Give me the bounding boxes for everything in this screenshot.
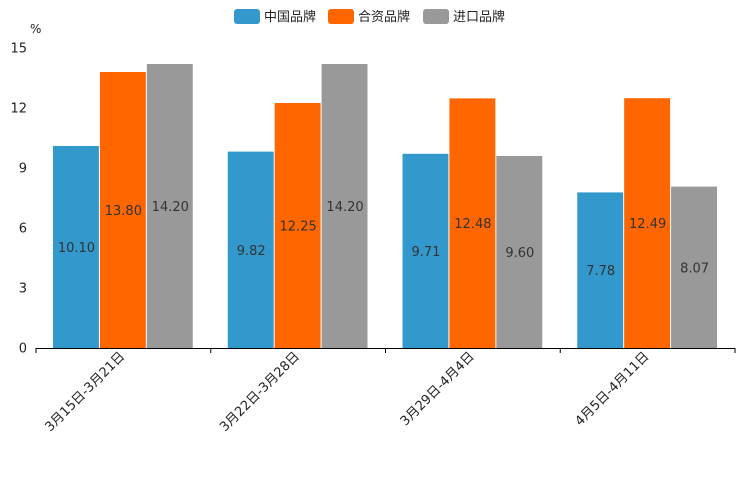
y-tick-label: 6	[19, 222, 27, 237]
data-label: 12.48	[454, 217, 491, 232]
data-label: 10.10	[58, 241, 95, 256]
bar-1-2	[227, 151, 274, 348]
data-labels: 10.10 9.82 9.71 7.78 13.80 12.25 12.48 12.49 14.…	[58, 200, 709, 279]
x-category-label: 3月22日-3月28日	[217, 349, 303, 435]
legend-swatch	[234, 9, 260, 24]
bar-1-3	[402, 153, 449, 348]
y-tick-label: 3	[19, 282, 27, 297]
bar-1-4	[577, 192, 624, 348]
data-label: 14.20	[152, 200, 189, 215]
bar-2-4	[624, 98, 671, 348]
x-category-label: 4月5日-4月11日	[573, 349, 653, 429]
legend-label: 合资品牌	[358, 9, 410, 25]
y-tick-label: 0	[19, 342, 27, 357]
legend: 中国品牌 合资品牌 进口品牌	[234, 9, 505, 25]
data-label: 9.71	[411, 245, 440, 260]
x-category-label: 3月15日-3月21日	[42, 349, 128, 435]
bar-2-2	[274, 103, 321, 348]
bar-1-1	[53, 146, 99, 348]
legend-item-1[interactable]: 中国品牌	[234, 9, 316, 25]
x-axis: 3月15日-3月21日 3月22日-3月28日 3月29日-4月4日 4月5日-4月1…	[35, 348, 736, 435]
legend-item-2[interactable]: 合资品牌	[328, 9, 410, 25]
bar-3-2	[321, 64, 368, 348]
bar-3-3	[496, 156, 543, 348]
data-label: 12.25	[280, 220, 317, 235]
data-label: 13.80	[105, 204, 142, 219]
y-tick-label: 15	[10, 42, 27, 57]
data-label: 7.78	[586, 264, 615, 279]
y-axis-unit-label: %	[30, 22, 41, 36]
data-label: 8.07	[680, 261, 709, 276]
legend-swatch	[423, 9, 449, 24]
y-tick-label: 12	[10, 102, 27, 117]
legend-label: 进口品牌	[453, 9, 505, 25]
bar-3-4	[671, 186, 717, 348]
data-label: 9.82	[237, 244, 266, 259]
y-tick-label: 9	[19, 162, 27, 177]
bar-2-3	[449, 98, 496, 349]
bar-3-1	[146, 64, 193, 348]
bar-2-1	[99, 72, 146, 348]
data-label: 9.60	[505, 246, 534, 261]
data-label: 14.20	[326, 200, 363, 215]
legend-item-3[interactable]: 进口品牌	[423, 9, 505, 25]
bars	[53, 64, 717, 349]
x-category-label: 3月29日-4月4日	[398, 349, 478, 429]
y-axis: 0 3 6 9 12 15	[10, 42, 27, 357]
legend-label: 中国品牌	[264, 9, 316, 25]
data-label: 12.49	[629, 217, 666, 232]
legend-swatch	[328, 9, 354, 24]
